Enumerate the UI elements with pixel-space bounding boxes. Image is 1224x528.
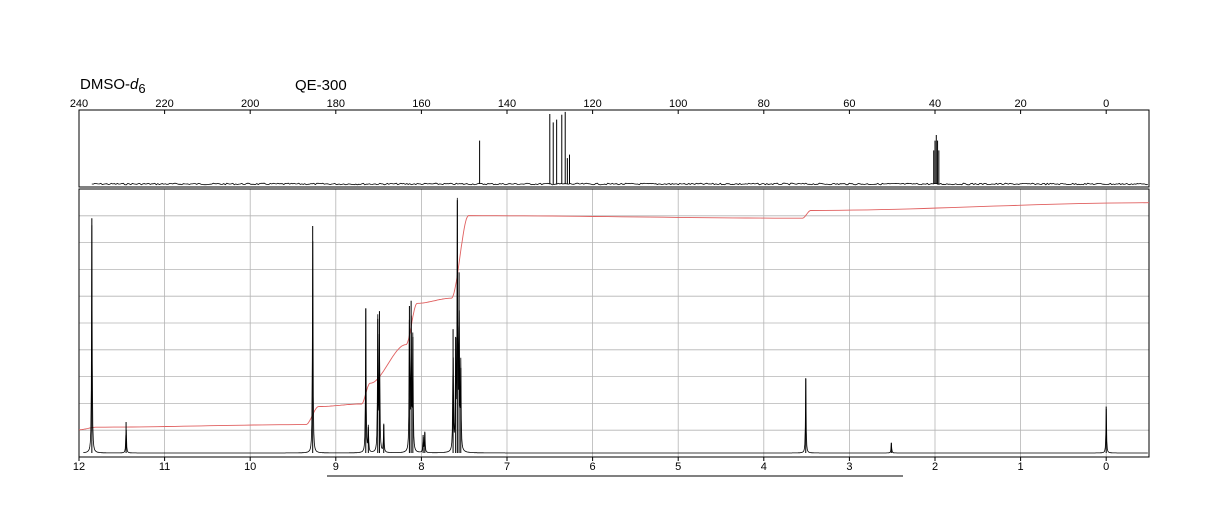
h1-trace	[83, 197, 1148, 454]
solvent-label: DMSO-d6	[80, 76, 146, 95]
c13-tick-label: 60	[843, 98, 855, 110]
solvent-prefix: DMSO-	[80, 76, 130, 93]
c13-tick-label: 0	[1103, 98, 1109, 110]
c13-tick-label: 100	[669, 98, 687, 110]
h1-tick-label: 1	[1018, 461, 1024, 473]
c13-tick-label: 160	[412, 98, 430, 110]
c13-tick-label: 140	[498, 98, 516, 110]
c13-tick-label: 120	[583, 98, 601, 110]
h1-tick-label: 0	[1103, 461, 1109, 473]
h1-tick-label: 2	[932, 461, 938, 473]
h1-tick-label: 6	[590, 461, 596, 473]
c13-tick-label: 40	[929, 98, 941, 110]
h1-tick-label: 4	[761, 461, 767, 473]
c13-panel: 240 220 200 180 160 140 120 100 80 60 40 20 0	[70, 98, 1150, 188]
h1-tick-label: 10	[244, 461, 256, 473]
solvent-italic: d	[130, 76, 139, 93]
h1-tick-label: 11	[159, 461, 170, 473]
c13-baseline	[91, 182, 1148, 186]
h1-tick-label: 7	[504, 461, 510, 473]
c13-tick-label: 20	[1014, 98, 1026, 110]
c13-tick-label: 80	[758, 98, 770, 110]
c13-frame	[78, 109, 1150, 188]
h1-panel: 12 11 10 9 8 7 6 5 4 3 2 1 0	[73, 188, 1150, 477]
h1-tick-label: 9	[333, 461, 339, 473]
h1-tick-label: 3	[846, 461, 852, 473]
h1-tick-label: 12	[73, 461, 85, 473]
c13-tick-label: 240	[70, 98, 88, 110]
instrument-label: QE-300	[295, 77, 347, 94]
c13-tick-label: 200	[241, 98, 259, 110]
h1-frame	[78, 188, 1150, 458]
h1-tick-label: 8	[418, 461, 424, 473]
h1-tick-label: 5	[675, 461, 681, 473]
c13-tick-label: 180	[327, 98, 345, 110]
solvent-sub: 6	[138, 81, 146, 96]
h1-integral-curve	[79, 202, 1150, 431]
c13-tick-label: 220	[155, 98, 173, 110]
